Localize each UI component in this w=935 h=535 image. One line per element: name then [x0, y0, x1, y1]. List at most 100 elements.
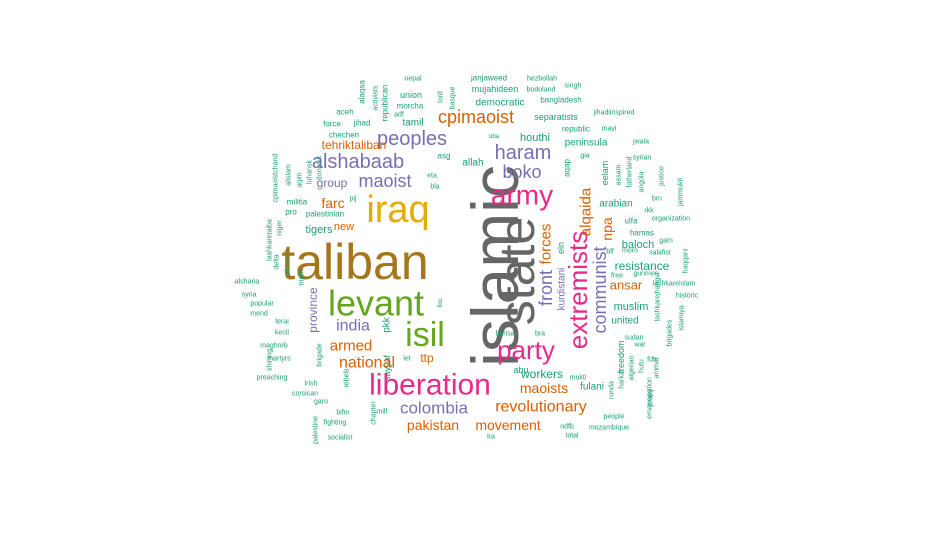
word-revolutionary: revolutionary [495, 399, 587, 416]
word-fulani: fulani [580, 382, 604, 393]
word-harkat: harkat [619, 369, 626, 389]
word-ulfa: ulfa [625, 217, 638, 226]
word-alshabaab: alshabaab [312, 151, 404, 173]
word-war: war [633, 342, 646, 349]
word-communist: communist [590, 246, 610, 333]
word-maghreb: maghreb [260, 343, 288, 350]
word-jihadiinspired: jihadiinspired [593, 110, 635, 117]
word-adf: adf [394, 112, 404, 119]
word-barisan: barisan [496, 331, 519, 338]
word-cpimaoist: cpimaoist [438, 107, 514, 127]
word-niger: niger [277, 220, 284, 236]
word-jtmmj: jtmmj [648, 389, 655, 407]
word-ttp: ttp [420, 351, 434, 365]
word-blf: blf [606, 249, 613, 256]
word-lashkaretaiba: lashkaretaiba [267, 219, 274, 261]
word-islamic: islamic [458, 165, 532, 367]
word-force: force [323, 120, 341, 129]
word-hutu: hutu [639, 359, 646, 373]
word-levant: levant [328, 283, 424, 324]
word-uba: uba [489, 134, 500, 140]
word-gunmen: gunmen [633, 271, 658, 278]
word-brigades: brigades [667, 319, 674, 346]
word-iraq: iraq [366, 189, 429, 231]
word-maoists: maoists [520, 380, 568, 396]
word-mozambique: mozambique [589, 425, 629, 432]
word-workers: workers [520, 367, 563, 381]
word-algerian: algerian [629, 355, 636, 380]
word-donetsk: donetsk [317, 155, 324, 180]
word-hezbollah: hezbollah [527, 76, 557, 83]
word-state: state [489, 217, 545, 325]
word-janjaweed: janjaweed [470, 74, 507, 83]
word-haram: haram [495, 142, 552, 164]
word-luhansk: luhansk [307, 159, 314, 184]
word-aceh: aceh [336, 108, 353, 117]
word-peoples: peoples [377, 128, 447, 150]
word-cpimaoistchand: cpimaoistchand [273, 154, 280, 203]
word-kurdistani: kurdistani [557, 268, 568, 311]
word-rkk: rkk [644, 208, 654, 215]
word-milf: milf [377, 409, 388, 416]
word-liberation: liberation [369, 369, 491, 402]
word-fatherland: fatherland [627, 156, 634, 187]
word-extremists: extremists [563, 231, 593, 349]
word-maoist: maoist [358, 171, 411, 191]
word-morcha: morcha [397, 102, 424, 111]
word-tehriktaliban: tehriktaliban [322, 138, 387, 152]
word-runda: runda [609, 381, 616, 399]
word-abu: abu [513, 365, 528, 375]
word-assam: assam [616, 165, 623, 186]
word-free: free [611, 273, 623, 280]
word-activists: activists [373, 85, 380, 110]
word-mujahideen: mujahideen [472, 84, 519, 94]
word-national: national [339, 355, 395, 372]
word-brigade: brigade [317, 343, 324, 366]
word-lashkareislam: lashkareislam [653, 281, 696, 288]
word-martyrs: martyrs [267, 356, 291, 363]
word-bla: bla [430, 184, 439, 191]
word-eelam: eelam [600, 161, 610, 186]
word-bifm: bifm [336, 410, 349, 417]
word-aqap: aqap [563, 159, 572, 177]
word-islamiya: islamiya [679, 305, 686, 330]
word-popular: popular [250, 301, 274, 308]
word-tripoli: tripoli [299, 268, 306, 285]
word-houthi: houthi [520, 132, 550, 144]
word-alqaida: alqaida [578, 187, 595, 236]
word-republic: republic [562, 125, 590, 134]
word-organization: organization [652, 216, 690, 223]
word-mayi: mayi [602, 126, 617, 133]
word-pkk: pkk [382, 316, 393, 333]
word-fighting: fighting [324, 420, 347, 427]
word-rebels: rebels [344, 368, 351, 388]
word-basque: basque [450, 86, 457, 109]
word-forces: forces [538, 224, 555, 265]
word-jwala: jwala [632, 139, 649, 146]
word-democratic: democratic [476, 98, 525, 109]
word-socialist: socialist [328, 435, 353, 442]
word-pij: pij [349, 196, 356, 203]
word-mend: mend [250, 311, 268, 318]
word-emancipation: emancipation [647, 377, 654, 419]
word-shining: shining [267, 349, 274, 371]
word-hamas: hamas [630, 229, 654, 238]
word-lra: lra [487, 434, 495, 441]
word-singh: singh [565, 83, 582, 90]
word-freedom: freedom [616, 340, 626, 373]
word-arabian: arabian [599, 199, 632, 210]
word-pakistan: pakistan [407, 417, 459, 433]
word-militia: militia [287, 198, 308, 207]
word-terai: terai [275, 319, 289, 326]
word-isil: isil [405, 316, 445, 354]
word-jihad: jihad [353, 119, 371, 128]
word-ndfb: ndfb [560, 424, 574, 431]
word-lord: lord [438, 91, 445, 103]
word-farc: farc [321, 195, 344, 211]
word-palestine: palestine [313, 416, 320, 444]
word-justice: justice [659, 166, 666, 187]
word-chapter: chapter [371, 401, 378, 425]
word-garo: garo [314, 399, 328, 406]
word-chechen: chechen [329, 131, 359, 140]
